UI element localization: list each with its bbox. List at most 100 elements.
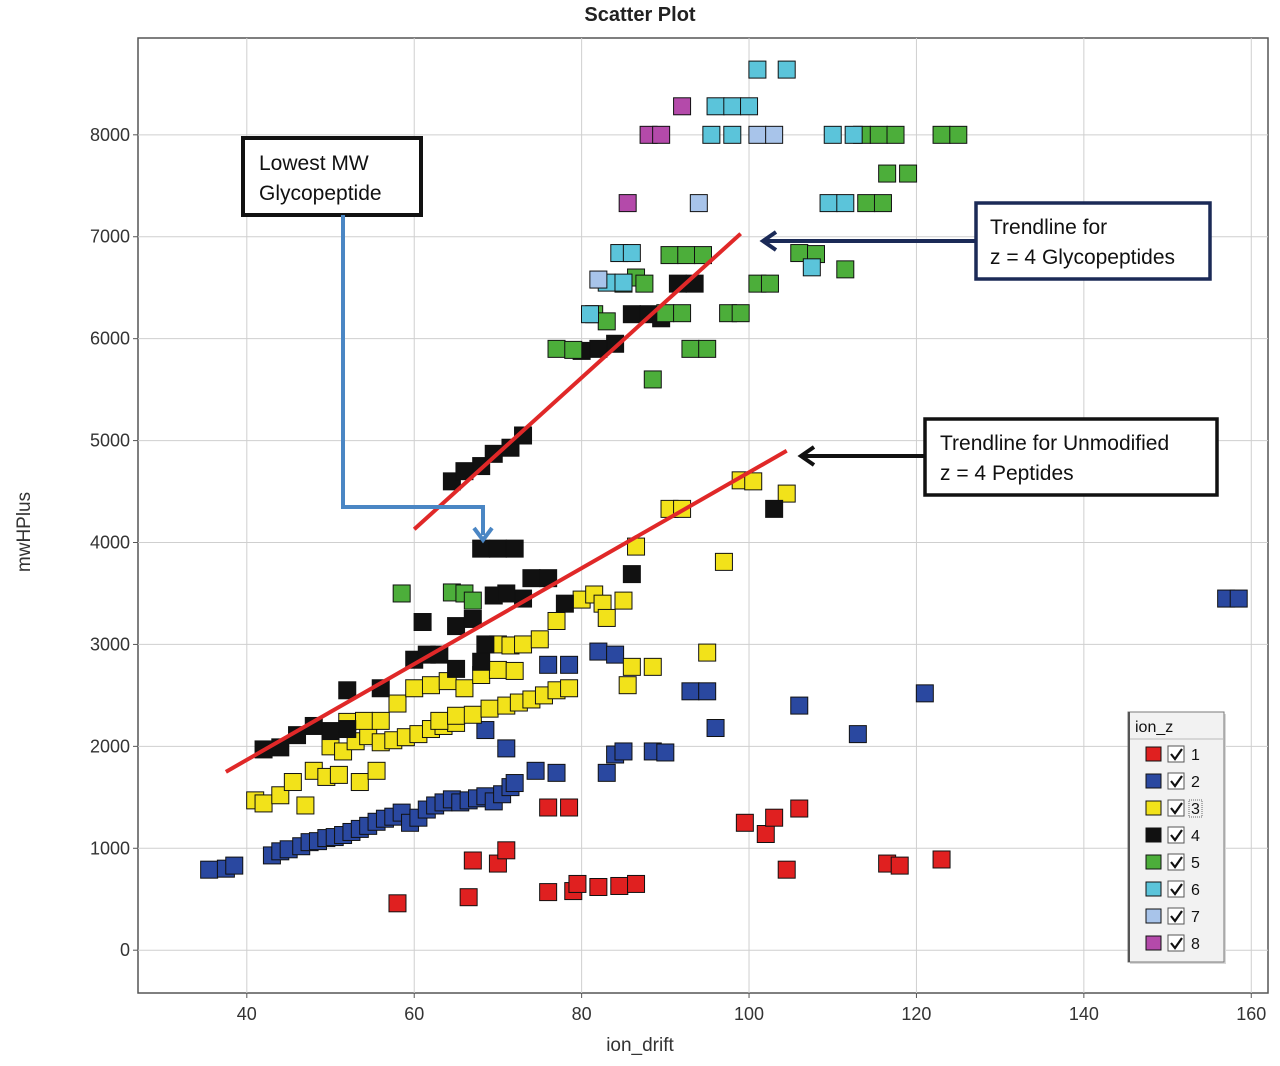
data-point (526, 761, 545, 780)
data-point (844, 125, 863, 144)
y-tick-label: 6000 (90, 329, 130, 349)
data-point (627, 874, 646, 893)
data-point (777, 60, 796, 79)
data-point (740, 97, 759, 116)
legend-label: 1 (1191, 747, 1200, 764)
y-tick-label: 8000 (90, 125, 130, 145)
data-point (321, 722, 340, 741)
data-point (560, 655, 579, 674)
legend-label: 6 (1191, 882, 1200, 899)
legend-item-8[interactable]: 8 (1145, 934, 1200, 953)
data-point (497, 584, 516, 603)
data-point (915, 684, 934, 703)
data-point (200, 860, 219, 879)
annotation-unmodified-trend-line2: z = 4 Peptides (940, 462, 1074, 485)
data-point (622, 565, 641, 584)
legend-checkbox[interactable] (1167, 745, 1185, 763)
legend-checkbox[interactable] (1167, 880, 1185, 898)
data-point (878, 164, 897, 183)
legend-item-4[interactable]: 4 (1145, 826, 1200, 845)
data-point (514, 635, 533, 654)
data-point (610, 876, 629, 895)
data-point (673, 304, 692, 323)
data-point (597, 608, 616, 627)
data-point (790, 696, 809, 715)
data-point (899, 164, 918, 183)
data-point (681, 682, 700, 701)
annotation-unmodified-trend-box (923, 417, 1219, 497)
series-2-points (200, 589, 1248, 879)
legend-label: 2 (1191, 774, 1200, 791)
data-point (756, 825, 775, 844)
data-point (694, 246, 712, 265)
data-point (371, 711, 390, 730)
legend-checkbox[interactable] (1167, 907, 1185, 925)
data-point (618, 194, 637, 213)
annotation-glycopeptide-trend-line1: Trendline for (990, 216, 1107, 239)
annotation-unmodified-trend-line1: Trendline for Unmodified (940, 432, 1169, 455)
legend-item-3[interactable]: 3 (1145, 799, 1203, 818)
legend-swatch (1145, 854, 1162, 870)
x-tick-label: 100 (734, 1004, 764, 1024)
y-tick-label: 4000 (90, 533, 130, 553)
data-point (802, 258, 821, 277)
data-point (497, 739, 516, 758)
data-point (857, 194, 876, 213)
data-point (606, 645, 625, 664)
data-point (869, 125, 888, 144)
legend-checkbox[interactable] (1167, 826, 1185, 844)
data-point (539, 883, 558, 902)
data-point (836, 194, 855, 213)
data-point (338, 681, 357, 700)
data-point (338, 720, 357, 739)
y-tick-label: 3000 (90, 634, 130, 654)
data-point (597, 763, 616, 782)
data-point (463, 591, 482, 610)
data-point (714, 552, 733, 571)
x-tick-label: 60 (404, 1004, 424, 1024)
data-point (622, 657, 641, 676)
data-point (706, 719, 725, 738)
annotation-lowest-mw-line2: Glycopeptide (259, 182, 382, 205)
data-point (547, 339, 566, 358)
data-point (677, 246, 696, 265)
data-point (447, 706, 466, 725)
annotation-glycopeptide-trend-arrowhead (759, 230, 778, 252)
data-point (476, 721, 495, 740)
legend-item-5[interactable]: 5 (1145, 853, 1200, 872)
legend-item-7[interactable]: 7 (1145, 907, 1200, 926)
trendline-2 (224, 449, 788, 774)
data-point (735, 813, 754, 832)
y-tick-label: 2000 (90, 736, 130, 756)
data-point (505, 661, 524, 680)
data-point (932, 850, 951, 869)
legend-checkbox[interactable] (1167, 934, 1185, 952)
checkmark-icon (1170, 775, 1183, 788)
y-tick-label: 0 (120, 940, 130, 960)
legend-label: 4 (1191, 828, 1200, 845)
legend-item-6[interactable]: 6 (1145, 880, 1200, 899)
annotation-glycopeptide-trend: Trendline for z = 4 Glycopeptides (759, 201, 1212, 281)
data-point (581, 305, 599, 324)
data-point (560, 798, 579, 817)
legend-swatch (1145, 800, 1162, 816)
data-point (547, 611, 566, 630)
y-tick-labels: 0 1000 2000 3000 4000 5000 6000 7000 8000 (90, 125, 138, 960)
legend-label: 8 (1191, 936, 1200, 953)
data-point (614, 591, 633, 610)
legend-checkbox[interactable] (1167, 853, 1185, 871)
legend-swatch (1145, 908, 1162, 924)
data-point (463, 851, 482, 870)
legend-checkbox[interactable] (1167, 799, 1185, 817)
legend-checkbox[interactable] (1167, 772, 1185, 790)
checkmark-icon (1170, 910, 1183, 923)
data-point (589, 878, 608, 897)
annotation-lowest-mw-connector (341, 215, 485, 535)
annotation-lowest-mw-line1: Lowest MW (259, 152, 369, 175)
checkmark-icon (1170, 856, 1183, 869)
legend-item-2[interactable]: 2 (1145, 772, 1200, 791)
legend-item-1[interactable]: 1 (1145, 745, 1200, 764)
data-point (447, 617, 466, 636)
annotation-unmodified-trend-arrowhead (797, 445, 816, 467)
checkmark-icon (1170, 937, 1183, 950)
